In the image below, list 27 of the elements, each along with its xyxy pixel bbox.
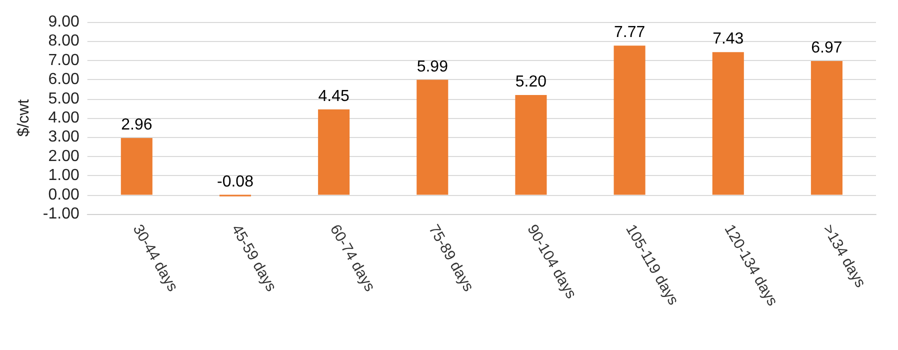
y-tick-label: 5.00	[48, 90, 80, 108]
data-label: 2.96	[121, 116, 152, 134]
y-axis-title: $/cwt	[16, 98, 32, 137]
bar	[712, 52, 744, 195]
data-label: 7.77	[614, 24, 646, 42]
y-tick-label: 9.00	[48, 14, 80, 30]
data-label: -0.08	[217, 173, 254, 190]
data-label: 7.43	[712, 30, 744, 48]
bar	[515, 94, 547, 195]
y-tick-label: 3.00	[48, 128, 80, 146]
data-label: 5.99	[416, 58, 448, 76]
y-tick-label: -1.00	[42, 206, 80, 222]
data-label: 5.20	[515, 73, 547, 90]
bar	[416, 80, 448, 195]
y-tick-label: 7.00	[48, 52, 80, 69]
y-tick-label: 8.00	[48, 32, 80, 50]
bar	[810, 60, 842, 195]
data-label: 4.45	[318, 88, 350, 105]
bar	[614, 46, 646, 195]
data-label: 6.97	[811, 39, 842, 56]
y-tick-label: 6.00	[48, 71, 80, 88]
y-tick-label: 1.00	[48, 167, 80, 184]
bar	[120, 138, 152, 195]
bar	[318, 109, 350, 195]
y-tick-label: 0.00	[48, 186, 80, 204]
y-tick-label: 2.00	[48, 148, 80, 165]
y-tick-label: 4.00	[48, 110, 80, 126]
